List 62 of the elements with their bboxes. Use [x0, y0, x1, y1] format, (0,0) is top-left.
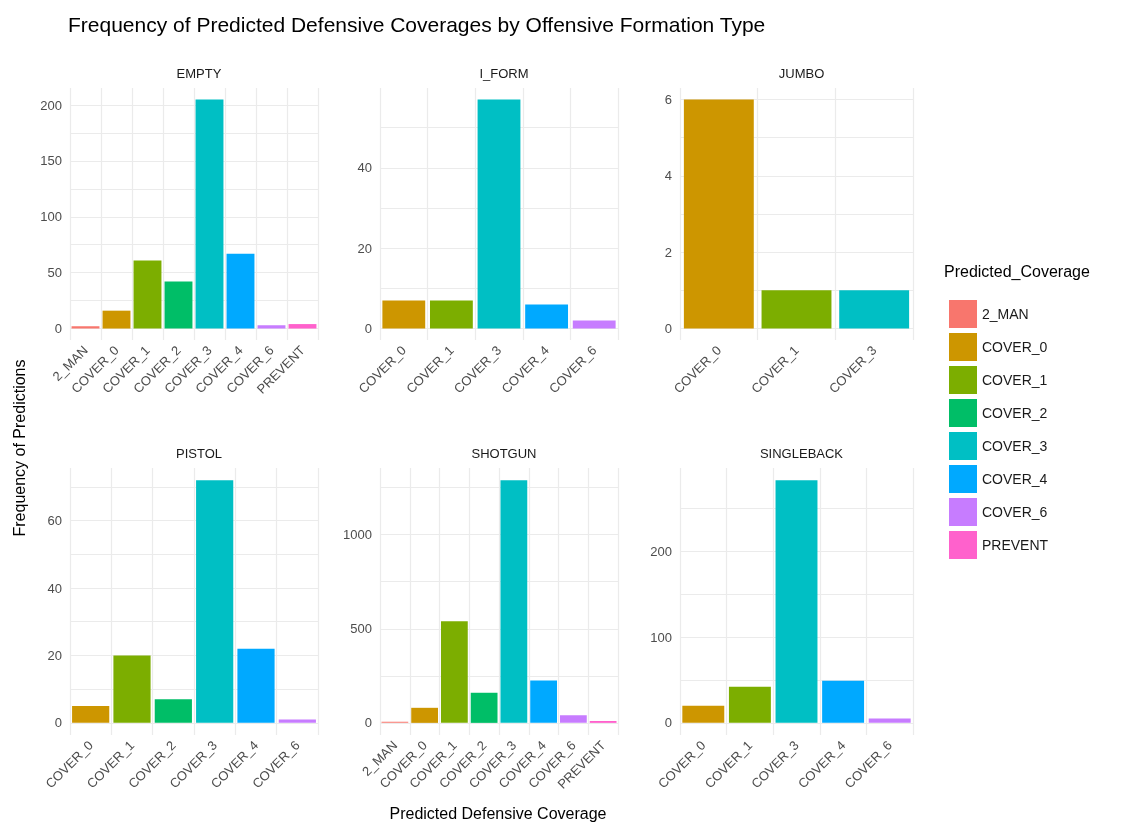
y-tick-label: 40	[47, 580, 62, 596]
bar	[682, 705, 725, 723]
y-tick-label: 40	[357, 160, 372, 176]
y-tick-label: 2	[664, 244, 672, 260]
bar	[775, 480, 818, 723]
y-tick-label: 200	[650, 543, 672, 559]
bar	[196, 480, 234, 723]
bar	[154, 699, 192, 723]
legend-label: COVER_6	[982, 504, 1048, 520]
legend-label: COVER_3	[982, 438, 1048, 454]
y-tick-label: 200	[40, 97, 62, 113]
bar	[477, 99, 521, 329]
y-tick-label: 6	[664, 91, 672, 107]
y-tick-label: 60	[47, 513, 62, 529]
bar	[71, 326, 100, 329]
y-tick-label: 0	[54, 715, 62, 731]
y-tick-label: 1000	[343, 527, 372, 543]
bar	[102, 310, 131, 329]
bar	[728, 686, 771, 723]
y-axis-title: Frequency of Predictions	[11, 359, 29, 537]
bar	[868, 718, 911, 723]
text: Frequency of Predicted Defensive Coverages by Offensive Formation Type	[68, 13, 766, 37]
chart-title: PISTOL	[175, 446, 223, 461]
bar	[525, 304, 569, 329]
y-tick-label: 0	[364, 321, 372, 337]
bar	[572, 320, 616, 329]
bar	[195, 99, 224, 329]
y-tick-label: 20	[357, 240, 372, 256]
bar	[133, 260, 162, 329]
chart-title: JUMBO	[778, 66, 825, 81]
y-tick-label: 0	[364, 715, 372, 731]
chart-title: EMPTY	[176, 66, 222, 81]
bar	[288, 324, 317, 329]
legend-label: COVER_4	[982, 471, 1048, 487]
y-tick-label: 0	[54, 321, 62, 337]
y-tick-label: 500	[350, 621, 372, 637]
chart-title: I_FORM	[479, 66, 529, 81]
bar	[257, 325, 286, 329]
legend-label: COVER_2	[982, 405, 1048, 421]
y-tick-label: 4	[664, 168, 672, 184]
chart-title: SINGLEBACK	[759, 446, 844, 461]
legend-label: 2_MAN	[982, 306, 1029, 322]
bar	[226, 253, 255, 329]
chart-title: SHOTGUN	[471, 446, 537, 461]
y-tick-label: 100	[40, 209, 62, 225]
y-tick-label: 0	[664, 715, 672, 731]
bar	[822, 680, 865, 723]
legend-title: Predicted_Coverage	[944, 262, 1090, 281]
bar	[164, 281, 193, 329]
y-tick-label: 20	[47, 647, 62, 663]
bar	[382, 300, 426, 329]
y-tick-label: 0	[664, 321, 672, 337]
bar	[72, 706, 110, 723]
bar	[113, 655, 151, 723]
legend-label: PREVENT	[982, 537, 1049, 553]
x-axis-title: Predicted Defensive Coverage	[388, 805, 608, 823]
y-tick-label: 100	[650, 629, 672, 645]
bar	[237, 648, 275, 723]
y-tick-label: 150	[40, 153, 62, 169]
bar	[278, 719, 316, 723]
bar	[429, 300, 473, 329]
y-tick-label: 50	[47, 265, 62, 281]
